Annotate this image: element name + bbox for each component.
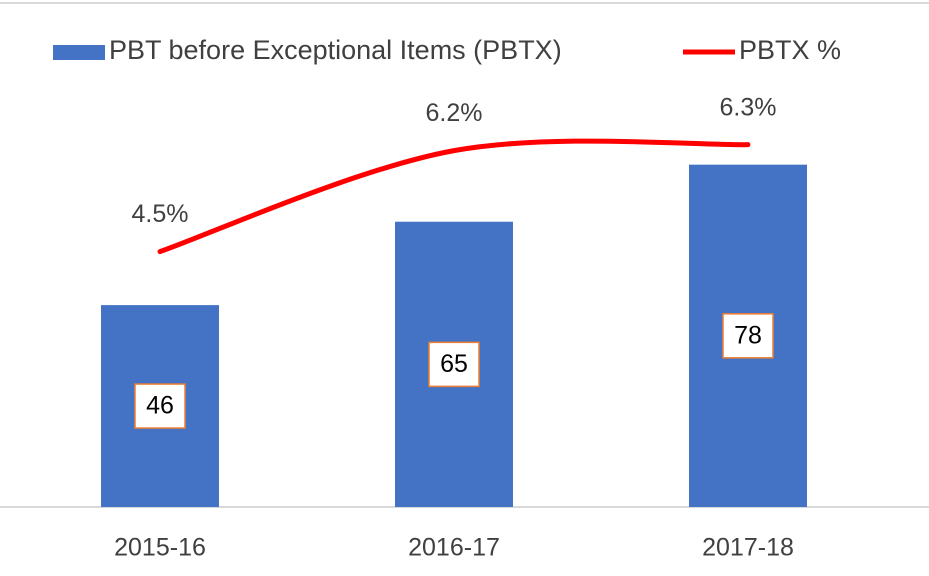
x-tick-label: 2015-16 <box>114 534 206 562</box>
data-label: 4.5% <box>132 200 189 228</box>
data-label-box <box>428 341 480 388</box>
legend-swatch <box>53 45 105 60</box>
data-label: 78 <box>734 321 762 349</box>
data-label: 46 <box>146 392 174 420</box>
data-label: 6.3% <box>720 93 777 121</box>
x-tick-label: 2017-18 <box>702 534 794 562</box>
legend-label: PBT before Exceptional Items (PBTX) <box>109 35 562 65</box>
legend-label: PBTX % <box>739 35 841 65</box>
data-label-box <box>722 313 774 359</box>
line <box>157 138 751 255</box>
data-label-box <box>134 383 186 429</box>
data-label: 6.2% <box>426 99 483 127</box>
data-label: 65 <box>440 350 468 378</box>
x-tick-label: 2016-17 <box>408 534 500 562</box>
